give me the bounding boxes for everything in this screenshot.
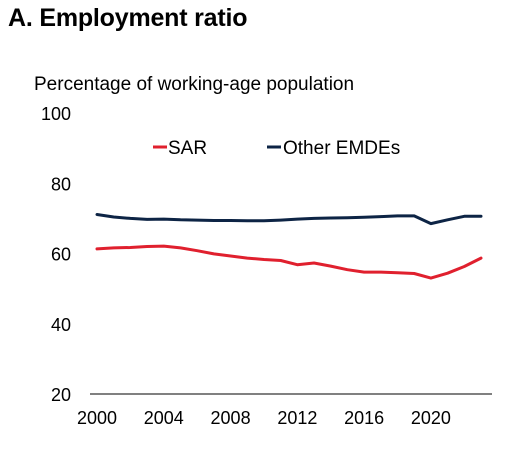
legend-label-sar: SAR (168, 138, 207, 159)
x-tick-label-2016: 2016 (344, 408, 384, 428)
x-tick-label-2020: 2020 (411, 408, 451, 428)
series-line-other-emdes (95, 213, 483, 226)
y-tick-label-60: 60 (51, 245, 71, 265)
y-tick-label-20: 20 (51, 385, 71, 405)
y-tick-label-80: 80 (51, 174, 71, 194)
legend-label-other-emdes: Other EMDEs (283, 138, 400, 159)
x-tick-label-2008: 2008 (211, 408, 251, 428)
y-tick-label-100: 100 (41, 104, 71, 124)
series-line-sar (95, 244, 483, 280)
x-tick-label-2004: 2004 (144, 408, 184, 428)
x-tick-label-2012: 2012 (277, 408, 317, 428)
x-tick-label-2000: 2000 (77, 408, 117, 428)
chart-subtitle: Percentage of working-age population (34, 74, 355, 95)
y-tick-label-40: 40 (51, 315, 71, 335)
chart-title: A. Employment ratio (8, 4, 248, 32)
